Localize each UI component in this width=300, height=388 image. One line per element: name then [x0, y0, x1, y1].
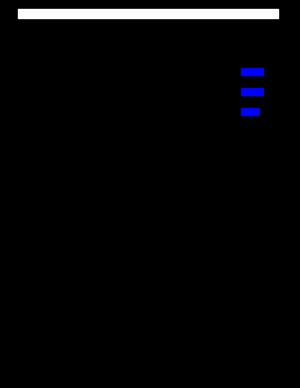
- Bar: [241, 108, 259, 115]
- Bar: [241, 68, 263, 75]
- Bar: [18, 9, 278, 18]
- Bar: [241, 88, 263, 95]
